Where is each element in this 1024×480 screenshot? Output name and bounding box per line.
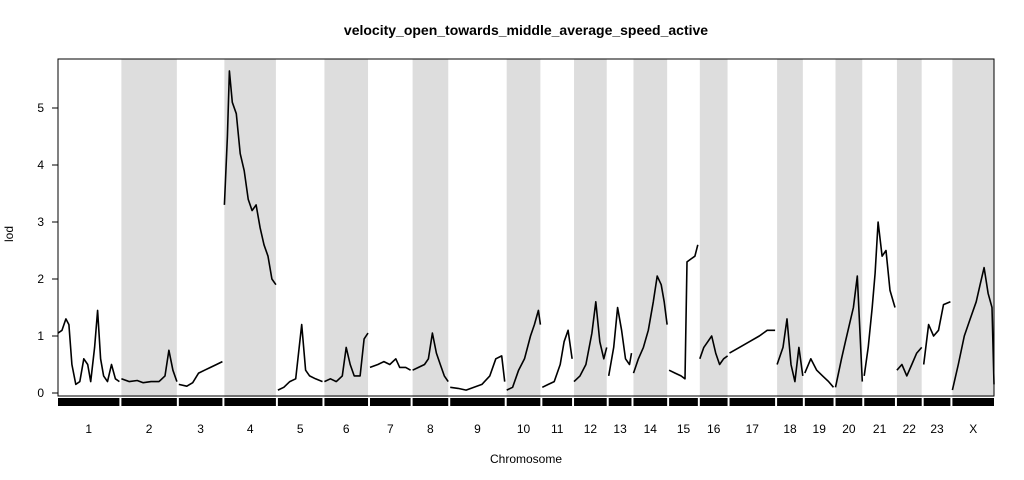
chromosome-band-X <box>952 59 994 397</box>
lod-curve-chr-9 <box>450 355 506 391</box>
x-tick-label-13: 13 <box>613 422 627 436</box>
lod-curve-chr-10 <box>506 309 542 391</box>
lod-curve-chr-15 <box>668 244 699 380</box>
y-tick-label-2: 2 <box>37 272 44 286</box>
x-tick-label-15: 15 <box>677 422 691 436</box>
lod-curve-chr-18 <box>776 318 804 383</box>
lod-curve-chr-12 <box>573 301 608 383</box>
marker-rug-9 <box>450 398 505 406</box>
marker-rug-13 <box>608 398 632 406</box>
marker-rug-17 <box>729 398 776 406</box>
x-tick-label-8: 8 <box>427 422 434 436</box>
chromosome-band-22 <box>896 59 922 397</box>
marker-rug-11 <box>542 398 573 406</box>
lod-curve-chr-6 <box>324 332 369 383</box>
marker-rug-19 <box>804 398 834 406</box>
marker-rug-15 <box>669 398 698 406</box>
y-axis: 0 1 2 3 4 5 <box>37 101 58 400</box>
x-tick-label-23: 23 <box>930 422 944 436</box>
x-tick-label-12: 12 <box>584 422 598 436</box>
marker-rug-8 <box>412 398 449 406</box>
marker-rug-4 <box>224 398 276 406</box>
lod-curve-chr-11 <box>541 329 573 389</box>
x-tick-label-4: 4 <box>247 422 254 436</box>
chart-title: velocity_open_towards_middle_average_spe… <box>344 22 708 38</box>
marker-rug-X <box>952 398 994 406</box>
lod-curve-chr-X <box>951 266 995 391</box>
x-tick-label-18: 18 <box>783 422 797 436</box>
x-tick-label-10: 10 <box>517 422 531 436</box>
marker-rug-16 <box>699 398 728 406</box>
y-tick-label-1: 1 <box>37 329 44 343</box>
x-tick-label-X: X <box>969 422 977 436</box>
chromosome-band-2 <box>121 59 177 397</box>
x-tick-label-17: 17 <box>746 422 760 436</box>
x-axis-label: Chromosome <box>490 452 562 466</box>
chromosome-band-20 <box>835 59 863 397</box>
x-tick-label-19: 19 <box>813 422 827 436</box>
lod-curve-chr-19 <box>804 358 835 388</box>
x-tick-label-3: 3 <box>197 422 204 436</box>
lod-curve-chr-4 <box>223 70 277 286</box>
marker-rug-5 <box>277 398 323 406</box>
x-axis: 1 2 3 4 5 6 7 8 9 10 11 12 13 14 15 16 17 18 19 20 21 22 23 X <box>85 422 977 436</box>
lod-curve-chr-22 <box>896 346 923 377</box>
x-tick-label-21: 21 <box>873 422 887 436</box>
x-tick-label-7: 7 <box>387 422 394 436</box>
chromosome-band-layer <box>121 59 994 397</box>
lod-curve-chr-1 <box>57 309 120 386</box>
chromosome-band-12 <box>574 59 607 397</box>
chromosome-band-6 <box>324 59 369 397</box>
marker-rug-21 <box>864 398 895 406</box>
marker-rug-18 <box>777 398 803 406</box>
plot-frame <box>57 58 995 397</box>
lod-curve-layer <box>57 70 995 391</box>
x-tick-label-9: 9 <box>474 422 481 436</box>
marker-rug-10 <box>506 398 541 406</box>
y-tick-label-5: 5 <box>37 101 44 115</box>
x-tick-label-6: 6 <box>343 422 350 436</box>
lod-curve-chr-7 <box>369 358 411 371</box>
lod-curve-chr-16 <box>699 335 729 366</box>
marker-rug-layer <box>58 398 994 406</box>
marker-rug-6 <box>324 398 369 406</box>
chromosome-band-10 <box>506 59 541 397</box>
x-tick-label-16: 16 <box>707 422 721 436</box>
y-tick-label-4: 4 <box>37 158 44 172</box>
marker-rug-22 <box>896 398 922 406</box>
x-tick-label-2: 2 <box>146 422 153 436</box>
chromosome-band-4 <box>224 59 276 397</box>
marker-rug-23 <box>923 398 951 406</box>
y-tick-label-3: 3 <box>37 215 44 229</box>
chromosome-band-14 <box>633 59 668 397</box>
lod-curve-chr-5 <box>277 323 323 391</box>
x-tick-label-5: 5 <box>297 422 304 436</box>
x-tick-label-11: 11 <box>551 422 564 436</box>
lod-curve-chr-14 <box>632 275 668 374</box>
marker-rug-2 <box>121 398 177 406</box>
marker-rug-1 <box>58 398 120 406</box>
y-axis-label: lod <box>2 226 16 242</box>
lod-curve-chr-3 <box>178 360 223 387</box>
marker-rug-7 <box>370 398 411 406</box>
lod-curve-chr-21 <box>863 221 896 377</box>
y-tick-label-0: 0 <box>37 386 44 400</box>
marker-rug-14 <box>633 398 668 406</box>
x-tick-label-22: 22 <box>903 422 917 436</box>
x-tick-label-20: 20 <box>842 422 856 436</box>
chromosome-band-18 <box>777 59 803 397</box>
x-tick-label-14: 14 <box>644 422 658 436</box>
lod-curve-chr-8 <box>412 332 449 383</box>
lod-curve-chr-2 <box>121 349 178 384</box>
marker-rug-20 <box>835 398 863 406</box>
marker-rug-12 <box>574 398 607 406</box>
lod-curve-chr-13 <box>607 306 633 377</box>
x-tick-label-1: 1 <box>85 422 92 436</box>
marker-rug-3 <box>178 398 223 406</box>
chromosome-band-16 <box>699 59 728 397</box>
lod-curve-chr-20 <box>834 275 864 388</box>
lod-curve-chr-17 <box>729 329 776 354</box>
lod-curve-chr-23 <box>922 301 951 365</box>
